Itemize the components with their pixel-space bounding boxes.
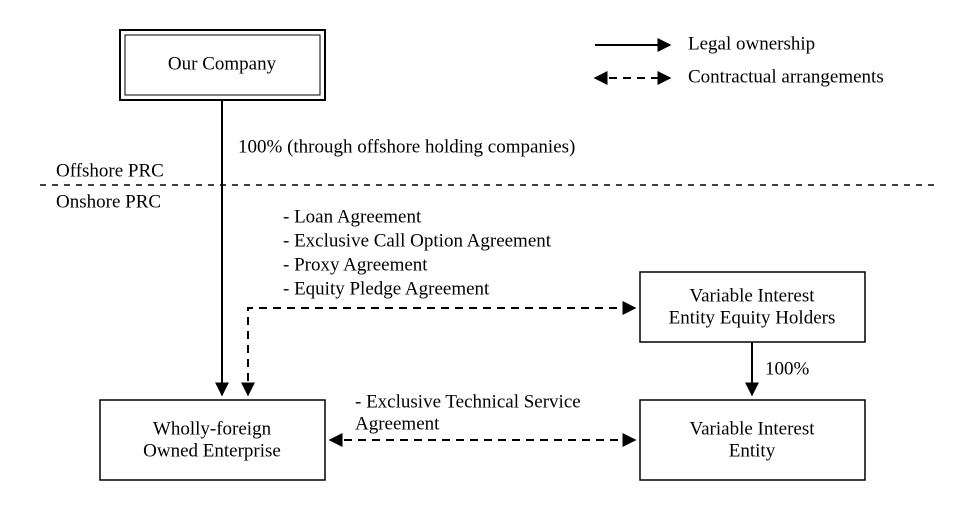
onshore-label: Onshore PRC bbox=[56, 191, 161, 212]
node-our-company-label: Our Company bbox=[168, 53, 277, 74]
vie-structure-diagram: Offshore PRC Onshore PRC Legal ownership… bbox=[0, 0, 960, 518]
legend: Legal ownership Contractual arrangements bbox=[595, 33, 884, 87]
agreement-tech-service-1: - Exclusive Technical Service bbox=[355, 391, 581, 412]
agreement-loan: - Loan Agreement bbox=[283, 206, 422, 227]
legend-dashed-label: Contractual arrangements bbox=[688, 66, 884, 87]
node-vie-holders-label-2: Entity Equity Holders bbox=[669, 307, 836, 328]
node-wfoe: Wholly-foreign Owned Enterprise bbox=[100, 400, 325, 480]
node-vie-label-1: Variable Interest bbox=[689, 418, 815, 439]
node-vie-label-2: Entity bbox=[729, 440, 776, 461]
legend-solid-label: Legal ownership bbox=[688, 33, 815, 54]
node-wfoe-label-1: Wholly-foreign bbox=[153, 418, 272, 439]
node-our-company: Our Company bbox=[120, 30, 325, 100]
edge-wfoe-holders bbox=[248, 308, 635, 395]
offshore-label: Offshore PRC bbox=[56, 160, 164, 181]
node-vie-holders: Variable Interest Entity Equity Holders bbox=[640, 272, 865, 342]
edge-holders-to-vie-label: 100% bbox=[765, 358, 810, 379]
agreement-tech-service-2: Agreement bbox=[355, 413, 440, 434]
edge-company-to-wfoe-label: 100% (through offshore holding companies… bbox=[238, 136, 575, 157]
node-vie: Variable Interest Entity bbox=[640, 400, 865, 480]
agreement-proxy: - Proxy Agreement bbox=[283, 254, 428, 275]
node-vie-holders-label-1: Variable Interest bbox=[689, 285, 815, 306]
node-wfoe-label-2: Owned Enterprise bbox=[143, 440, 281, 461]
agreement-equity-pledge: - Equity Pledge Agreement bbox=[283, 278, 490, 299]
edge-wfoe-holders-agreements: - Loan Agreement - Exclusive Call Option… bbox=[283, 206, 552, 299]
agreement-call-option: - Exclusive Call Option Agreement bbox=[283, 230, 552, 251]
edge-wfoe-vie-agreements: - Exclusive Technical Service Agreement bbox=[355, 391, 581, 434]
